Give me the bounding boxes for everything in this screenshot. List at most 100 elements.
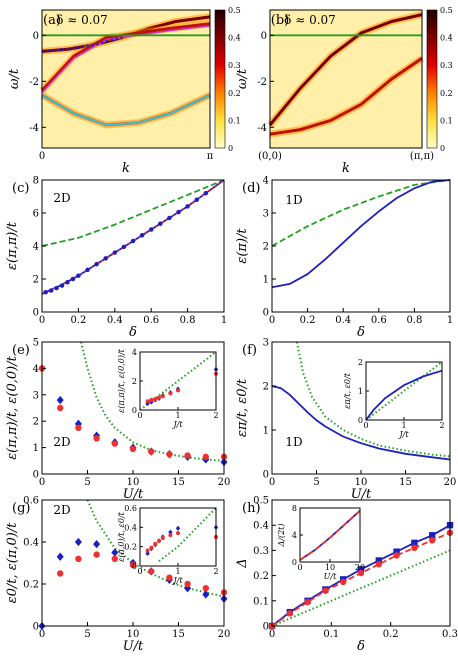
panel-h-data-point-1 bbox=[286, 610, 293, 617]
panel-f-x-tick-label: 10 bbox=[355, 477, 368, 488]
panel-g-inset-data-point-0 bbox=[145, 548, 150, 553]
panel-f-inset-y-tick-label: 1 bbox=[358, 387, 363, 396]
panel-g-inset-x-tick-label: 1 bbox=[175, 567, 180, 576]
panel-c-ylabel: ε(π,π)/t bbox=[5, 221, 20, 270]
panel-g-tag: (g) bbox=[12, 501, 30, 516]
panel-c-data-point-15 bbox=[158, 221, 163, 226]
panel-e-inset-data-point-1 bbox=[149, 397, 154, 402]
panel-c-x-tick-label: 0.8 bbox=[180, 315, 196, 326]
panel-d-series-line bbox=[271, 179, 451, 247]
panel-e-inset-data-point-1 bbox=[149, 399, 154, 405]
panel-g-annotation: 2D bbox=[53, 503, 70, 517]
panel-b-colorbar-tick-label: 0.1 bbox=[440, 116, 453, 125]
panel-g-x-tick-label: 15 bbox=[172, 629, 185, 640]
panel-b-xlabel: k bbox=[342, 161, 350, 176]
panel-g-ylabel: ε0/t, ε(π,0)/t bbox=[5, 522, 20, 604]
panel-e-data-point-9 bbox=[202, 453, 209, 461]
panel-a-fit-blue bbox=[41, 36, 123, 53]
panel-e-inset-data-point-3 bbox=[157, 395, 161, 400]
panel-e-inset-data-point-6 bbox=[176, 388, 180, 393]
panel-c-data-point-6 bbox=[76, 273, 81, 278]
panel-b-y-tick-label: -4 bbox=[257, 123, 267, 134]
panel-h-inset-x-tick-label: 0 bbox=[297, 563, 302, 572]
panel-e-inset-y-tick-label: 2 bbox=[132, 377, 137, 386]
panel-e-y-tick-label: 1 bbox=[33, 443, 39, 454]
panel-e-inset-y-tick-label: 4 bbox=[132, 348, 137, 357]
panel-e-inset-data-point-0 bbox=[145, 400, 150, 407]
panel-g-inset-data-point-2 bbox=[153, 541, 158, 546]
panel-f-ylabel: επ/t, ε0/t bbox=[235, 378, 250, 437]
panel-g-inset-data-point-4 bbox=[160, 535, 165, 540]
panel-c-data-point-20 bbox=[203, 190, 209, 196]
panel-f-inset-x-tick-label: 1 bbox=[401, 421, 406, 430]
panel-h-series-line bbox=[271, 531, 451, 627]
panel-f-y-tick-label: 2 bbox=[263, 382, 269, 393]
panel-h-data-point-5 bbox=[357, 569, 365, 577]
panel-c-data-point-14 bbox=[148, 227, 154, 232]
panel-e-inset-data-point-2 bbox=[153, 397, 158, 402]
panel-e-inset-xlabel: J/t bbox=[171, 420, 183, 429]
panel-g-y-tick-label: 0 bbox=[33, 622, 39, 633]
panel-g-data-point-9 bbox=[202, 590, 210, 599]
panel-c-y-tick-label: 8 bbox=[33, 176, 39, 187]
panel-c-series-line bbox=[41, 179, 225, 247]
panel-h-data-point-6 bbox=[375, 561, 382, 568]
panel-c-data-point-9 bbox=[103, 256, 108, 261]
panel-g-data-point-1 bbox=[75, 555, 82, 562]
panel-h-ylabel: Δ bbox=[235, 558, 250, 568]
panel-g-data-point-2 bbox=[74, 537, 82, 547]
panel-c-xlabel: δ bbox=[129, 325, 137, 340]
panel-g-inset-data-point-3 bbox=[157, 538, 161, 543]
panel-a: 0 π -4 -2 0 0 0.1 0.2 0.3 0.4 0.5 (a)δ ≈ 0.07 k ω/t bbox=[7, 6, 241, 176]
panel-g-inset-y-tick-label: 0 bbox=[132, 562, 137, 571]
panel-h-data-point-5 bbox=[357, 566, 365, 573]
panel-e-inset-data-point-5 bbox=[168, 391, 173, 396]
panel-d-x-tick-label: 1 bbox=[447, 315, 453, 326]
panel-b-y-tick-label: 0 bbox=[261, 31, 267, 42]
panel-e-inset-ylabel: ε(π,π)/t, ε(0,0)/t bbox=[117, 348, 126, 413]
panel-g-inset-ylabel: ε(π,0)/t, ε0/t bbox=[117, 511, 126, 562]
panel-e-inset-x-tick-label: 0 bbox=[137, 411, 142, 420]
panel-h-inset-x-tick-label: 10 bbox=[325, 563, 335, 572]
panel-g-y-tick-label: 0.6 bbox=[23, 496, 39, 507]
panel-f-y-tick-label: 0 bbox=[263, 470, 269, 481]
panel-c-data-point-16 bbox=[167, 215, 172, 221]
panel-c-x-tick-label: 0.6 bbox=[143, 315, 159, 326]
panel-b-annotation: δ ≈ 0.07 bbox=[284, 13, 336, 27]
panel-d-y-tick-label: 1 bbox=[263, 275, 269, 286]
panel-f-inset-x-tick-label: 0 bbox=[363, 421, 368, 430]
panel-e-data-point-7 bbox=[166, 451, 173, 458]
panel-b-colorbar-tick-label: 0.5 bbox=[440, 6, 453, 15]
panel-e-data-point-6 bbox=[148, 448, 155, 455]
panel-d-xlabel: δ bbox=[357, 325, 365, 340]
panel-c-tag: (c) bbox=[12, 181, 29, 196]
panel-e-series-line bbox=[80, 341, 225, 462]
panel-g-inset-x-tick-label: 2 bbox=[213, 567, 218, 576]
panel-f-inset-y-tick-label: 2 bbox=[358, 358, 363, 367]
panel-g-y-tick-label: 0.4 bbox=[23, 538, 39, 549]
panel-b-band-line bbox=[268, 13, 423, 126]
panel-h-data-point-2 bbox=[304, 598, 311, 606]
panel-d-series-line bbox=[271, 179, 451, 289]
panel-c-data-point-1 bbox=[48, 288, 54, 293]
panel-c-annotation: 2D bbox=[53, 191, 70, 205]
panel-b-ylabel: ω/t bbox=[235, 68, 250, 89]
panel-h-x-tick-label: 0.2 bbox=[383, 629, 399, 640]
panel-h-inset-x-tick-label: 20 bbox=[355, 563, 365, 572]
panel-h-data-point-9 bbox=[429, 537, 436, 544]
panel-h-frame bbox=[271, 499, 451, 627]
panel-e-data-point-5 bbox=[129, 445, 137, 453]
panel-h-y-tick-label: 0.4 bbox=[253, 521, 269, 532]
panel-e-y-tick-label: 4 bbox=[33, 364, 39, 375]
panel-e-inset-data-point-4 bbox=[160, 394, 165, 399]
panel-h-tag: (h) bbox=[242, 501, 261, 516]
panel-a-colorbar-tick-label: 0.1 bbox=[228, 116, 241, 125]
panel-h-inset-y-tick-label: 4 bbox=[292, 531, 297, 540]
panel-f-inset-bg bbox=[366, 362, 442, 420]
panel-e-y-tick-label: 0 bbox=[33, 470, 39, 481]
panel-h-y-tick-label: 0.5 bbox=[253, 496, 269, 507]
panel-d-x-tick-label: 0.2 bbox=[300, 315, 316, 326]
panel-a-tag: (a) bbox=[43, 13, 61, 28]
panel-f-x-tick-label: 0 bbox=[269, 477, 275, 488]
panel-a-fit-magenta bbox=[41, 25, 211, 94]
